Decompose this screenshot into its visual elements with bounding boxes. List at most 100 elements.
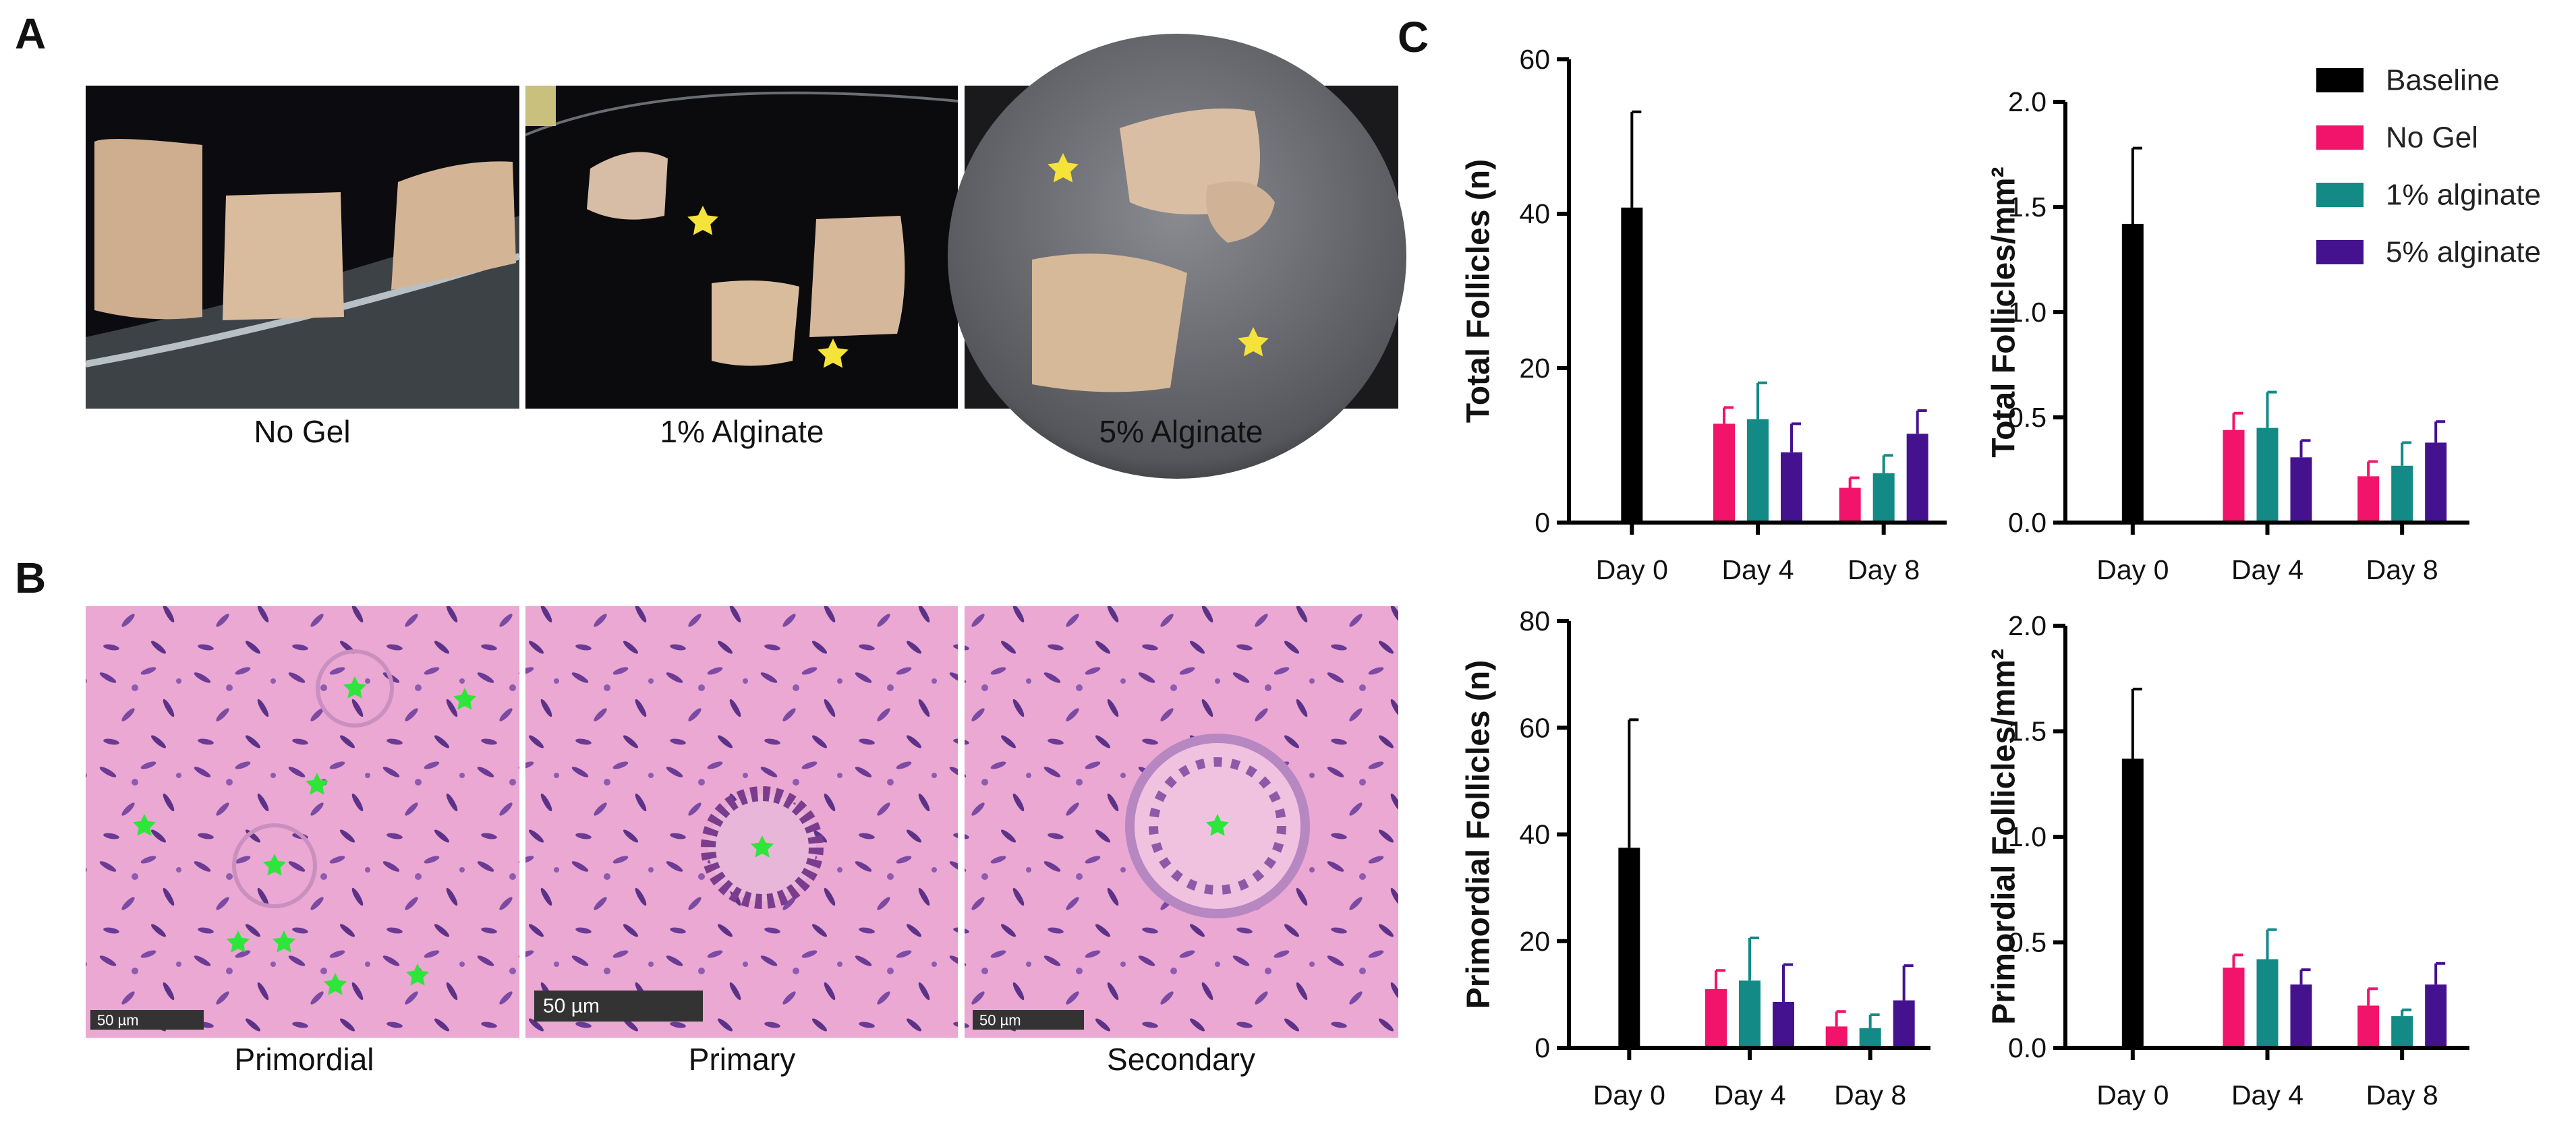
bar — [1906, 434, 1928, 523]
y-tick-label: 0.5 — [2008, 927, 2047, 958]
y-tick-label: 0.5 — [2008, 402, 2047, 433]
caption: Primary — [689, 1042, 795, 1077]
x-tick-label: Day 0 — [2096, 554, 2169, 585]
y-axis-title: Total Follicles/mm² — [1986, 167, 2022, 457]
bar — [1713, 423, 1735, 523]
y-tick-label: 1.5 — [2008, 191, 2047, 223]
bar — [1618, 848, 1640, 1048]
y-tick-label: 0.0 — [2008, 1032, 2047, 1063]
y-tick-label: 40 — [1519, 198, 1550, 229]
x-tick-label: Day 8 — [2366, 1080, 2438, 1111]
tissue — [809, 216, 905, 337]
bar — [1747, 419, 1769, 523]
bar — [2256, 959, 2279, 1048]
y-tick-label: 60 — [1519, 712, 1550, 743]
y-tick-label: 40 — [1519, 819, 1550, 850]
y-tick-label: 0 — [1535, 1032, 1550, 1063]
x-tick-label: Day 4 — [1721, 554, 1794, 585]
legend-label: Baseline — [2386, 64, 2500, 97]
tissue — [391, 161, 516, 290]
y-axis-title: Total Follicles (n) — [1461, 159, 1497, 423]
tissue — [587, 152, 668, 220]
bar — [2121, 223, 2144, 523]
photo-5pct-alginate — [948, 34, 1406, 479]
scale-bar — [90, 1010, 204, 1030]
x-tick-label: Day 8 — [1848, 554, 1920, 585]
legend-swatch — [2316, 240, 2364, 264]
x-tick-label: Day 4 — [1713, 1080, 1785, 1111]
y-tick-label: 0 — [1535, 507, 1550, 538]
panel-label: A — [15, 9, 46, 58]
bar — [2391, 1016, 2413, 1048]
bar — [2121, 759, 2144, 1048]
tissue — [1206, 181, 1275, 243]
caption: Secondary — [1107, 1042, 1255, 1077]
scale-bar-label: 50 µm — [97, 1012, 139, 1029]
legend-swatch — [2316, 68, 2364, 92]
y-tick-label: 2.0 — [2008, 610, 2047, 641]
tissue — [94, 139, 202, 320]
panel-label: C — [1398, 13, 1429, 61]
x-tick-label: Day 0 — [1593, 1080, 1665, 1111]
glare — [525, 86, 556, 126]
photo-no-gel — [85, 86, 521, 409]
caption: Primordial — [234, 1042, 374, 1077]
scale-bar-label: 50 µm — [543, 995, 600, 1017]
legend-swatch — [2316, 125, 2364, 150]
tissue — [223, 192, 344, 320]
x-tick-label: Day 4 — [2231, 1080, 2303, 1111]
bar — [1872, 473, 1895, 523]
scale-bar-label: 50 µm — [979, 1012, 1021, 1029]
bar — [2290, 984, 2312, 1048]
bar — [1621, 207, 1643, 523]
photo-1pct-alginate — [525, 86, 958, 409]
bar — [1781, 452, 1802, 523]
y-tick-label: 60 — [1519, 44, 1550, 75]
histology-primary: 50 µm — [525, 606, 958, 1038]
bar — [2223, 968, 2245, 1048]
bar — [1859, 1028, 1881, 1048]
dish-edge — [525, 91, 958, 136]
scale-bar — [973, 1010, 1084, 1030]
y-tick-label: 80 — [1519, 606, 1550, 637]
bar — [2290, 457, 2312, 523]
bar — [1773, 1001, 1794, 1048]
scale-bar — [534, 991, 703, 1022]
bar — [1705, 988, 1727, 1048]
caption: 1% Alginate — [660, 414, 824, 449]
x-tick-label: Day 4 — [2231, 554, 2303, 585]
y-tick-label: 1.0 — [2008, 821, 2047, 852]
photo-bg — [86, 606, 519, 1038]
bar — [2357, 1005, 2380, 1048]
legend-label: 1% alginate — [2386, 179, 2541, 212]
panel-label: B — [15, 554, 46, 602]
bar — [2391, 465, 2413, 523]
y-tick-label: 1.0 — [2008, 297, 2047, 328]
y-tick-label: 0.0 — [2008, 507, 2047, 538]
bar — [1839, 488, 1861, 523]
bar — [2223, 430, 2245, 523]
bar — [1893, 1000, 1915, 1048]
x-tick-label: Day 8 — [2366, 554, 2438, 585]
y-tick-label: 20 — [1519, 926, 1550, 957]
y-tick-label: 2.0 — [2008, 86, 2047, 117]
caption: No Gel — [254, 414, 350, 449]
y-axis-title: Primordial Follicles/mm² — [1986, 649, 2022, 1024]
legend-label: 5% alginate — [2386, 236, 2541, 269]
bar — [1739, 980, 1761, 1048]
bar — [2425, 984, 2447, 1048]
dish — [948, 34, 1406, 479]
caption: 5% Alginate — [1099, 414, 1263, 449]
tissue — [712, 280, 799, 366]
histology-primordial: 50 µm — [86, 606, 519, 1038]
legend-label: No Gel — [2386, 121, 2478, 154]
y-tick-label: 20 — [1519, 353, 1550, 384]
x-tick-label: Day 0 — [1596, 554, 1668, 585]
follicle — [232, 823, 317, 908]
y-axis-title: Primordial Follicles (n) — [1461, 660, 1497, 1009]
y-tick-label: 1.5 — [2008, 716, 2047, 747]
x-tick-label: Day 8 — [1834, 1080, 1906, 1111]
bar — [2425, 442, 2447, 523]
tissue — [1032, 254, 1187, 392]
